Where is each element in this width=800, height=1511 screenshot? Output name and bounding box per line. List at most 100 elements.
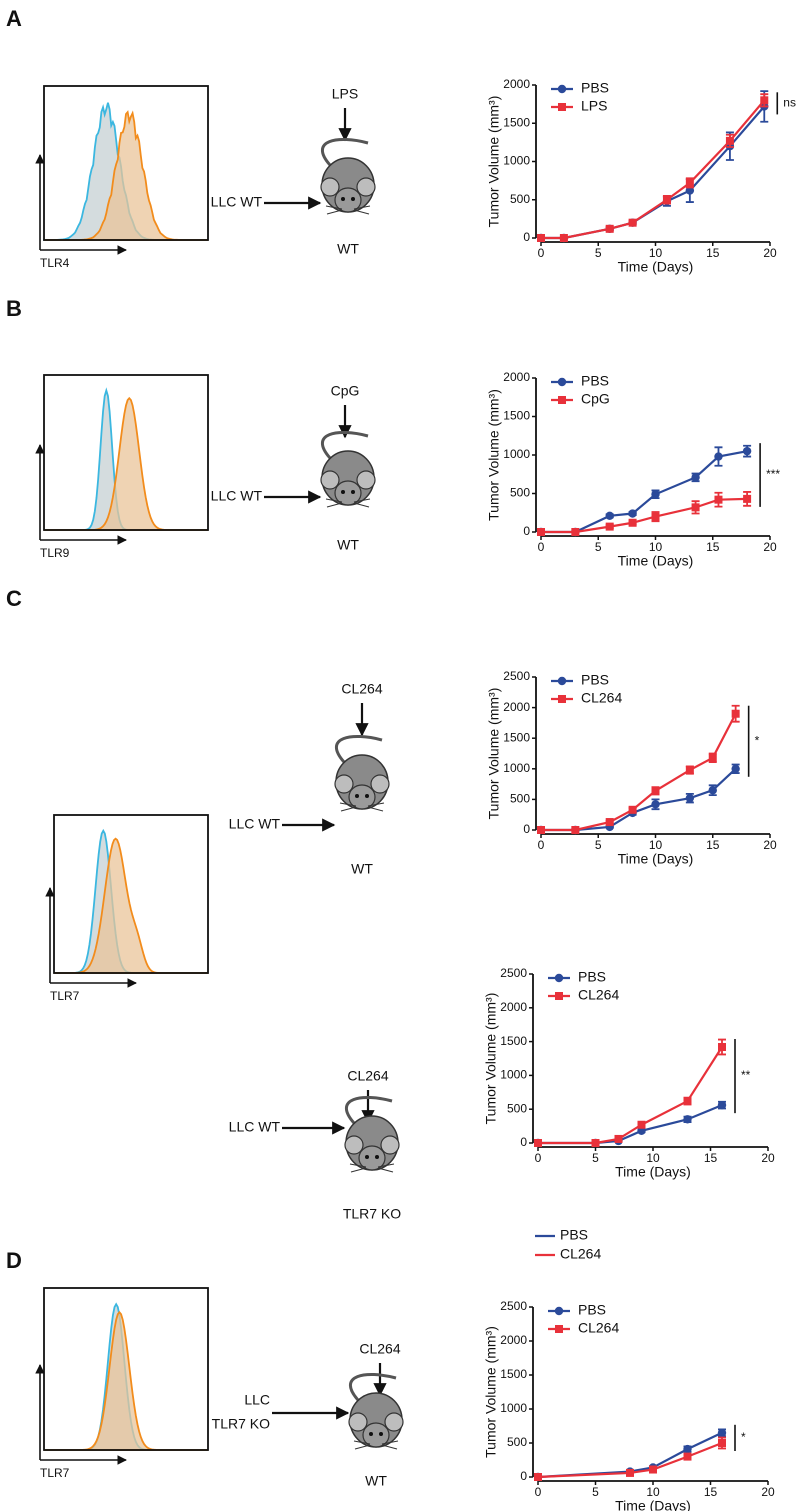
point: [742, 446, 752, 456]
point: [537, 528, 545, 536]
mouse-head: [362, 1422, 390, 1448]
y-tick-label: 0: [523, 822, 530, 836]
x-tick-label: 5: [595, 540, 602, 554]
point: [691, 473, 700, 482]
legend-marker: [558, 396, 566, 404]
point: [743, 494, 752, 503]
point: [559, 234, 568, 242]
mouse-tail: [321, 138, 369, 166]
point: [685, 186, 695, 195]
histogram-stained: [44, 396, 208, 531]
y-tick-label: 0: [523, 524, 530, 538]
x-tick-label: 10: [646, 1151, 660, 1165]
point: [718, 1439, 726, 1447]
point: [760, 96, 769, 105]
mouse-tail: [345, 1096, 393, 1124]
point: [725, 136, 734, 145]
y-tick-label: 2000: [500, 1333, 527, 1347]
y-tick-label: 1000: [503, 154, 530, 168]
significance-label: *: [741, 1430, 746, 1444]
series-line: [541, 450, 748, 534]
x-tick-label: 10: [646, 1485, 660, 1499]
y-tick-label: 1000: [503, 761, 530, 775]
panel-letter: B: [6, 296, 22, 321]
x-axis-label: Time (Days): [615, 1498, 691, 1511]
mouse-head: [334, 480, 362, 506]
x-tick-label: 20: [763, 838, 777, 852]
histogram-label: TLR7: [50, 989, 80, 1003]
panel-letter: A: [6, 6, 22, 31]
y-tick-label: 0: [523, 230, 530, 244]
histogram-label: TLR4: [40, 256, 70, 270]
point: [717, 1100, 727, 1110]
significance-label: ***: [766, 467, 780, 481]
point: [651, 800, 660, 809]
y-tick-label: 1000: [500, 1068, 527, 1082]
y-tick-label: 500: [507, 1435, 527, 1449]
treatment-label: LPS: [332, 86, 358, 102]
x-axis-label: Time (Days): [618, 259, 694, 275]
legend-label: CL264: [560, 1246, 601, 1262]
mouse-whiskers: [325, 205, 371, 215]
legend-label: PBS: [581, 672, 609, 688]
point: [651, 490, 660, 499]
point: [685, 793, 695, 803]
x-tick-label: 0: [538, 838, 545, 852]
y-tick-label: 1500: [500, 1034, 527, 1048]
cells-label: LLC WT: [211, 488, 263, 504]
mouse-ear: [370, 774, 390, 794]
mouse-head: [358, 1145, 386, 1171]
mouse-ear: [320, 470, 340, 490]
legend-marker: [555, 1325, 563, 1333]
significance-label: *: [755, 733, 760, 747]
mouse-eye: [351, 197, 355, 201]
series-line: [538, 1104, 723, 1145]
y-axis-label: Tumor Volume (mm³): [486, 96, 502, 228]
panel-letter: C: [6, 586, 22, 611]
legend-label: PBS: [578, 1302, 606, 1318]
treatment-label: CL264: [359, 1341, 400, 1357]
mouse-whiskers: [325, 498, 371, 508]
y-tick-label: 2500: [503, 669, 530, 683]
x-tick-label: 10: [649, 838, 663, 852]
mouse-eye: [365, 794, 369, 798]
y-tick-label: 0: [520, 1469, 527, 1483]
y-tick-label: 1000: [503, 447, 530, 461]
legend-marker: [558, 103, 566, 111]
point: [626, 1468, 634, 1477]
histogram-stained: [44, 1310, 208, 1451]
histogram-label: TLR7: [40, 1466, 70, 1480]
point: [685, 766, 694, 775]
cells-label: TLR7 KO: [212, 1416, 270, 1432]
series-line: [541, 99, 766, 240]
point: [708, 786, 717, 795]
point: [628, 218, 637, 227]
y-tick-label: 500: [510, 486, 530, 500]
x-tick-label: 15: [704, 1485, 718, 1499]
y-tick-label: 500: [507, 1101, 527, 1115]
y-tick-label: 2000: [503, 77, 530, 91]
y-tick-label: 500: [510, 792, 530, 806]
x-axis-label: Time (Days): [618, 553, 694, 569]
legend-marker: [558, 695, 566, 703]
point: [605, 818, 614, 827]
host-label: WT: [351, 861, 373, 877]
mouse-eye: [375, 1155, 379, 1159]
legend-marker: [554, 1306, 564, 1316]
treatment-label: CL264: [341, 681, 382, 697]
mouse-head: [334, 187, 362, 213]
point: [628, 518, 637, 527]
mouse-ear: [334, 774, 354, 794]
point: [614, 1134, 623, 1143]
point: [662, 195, 671, 204]
mouse-eye: [355, 794, 359, 798]
x-axis-label: Time (Days): [618, 851, 694, 867]
host-label: WT: [337, 537, 359, 553]
legend-label: CL264: [578, 1320, 619, 1336]
mouse-tail: [349, 1373, 397, 1401]
mouse-eye: [379, 1432, 383, 1436]
x-tick-label: 20: [763, 246, 777, 260]
significance-label: **: [741, 1068, 751, 1082]
mouse-eye: [341, 490, 345, 494]
